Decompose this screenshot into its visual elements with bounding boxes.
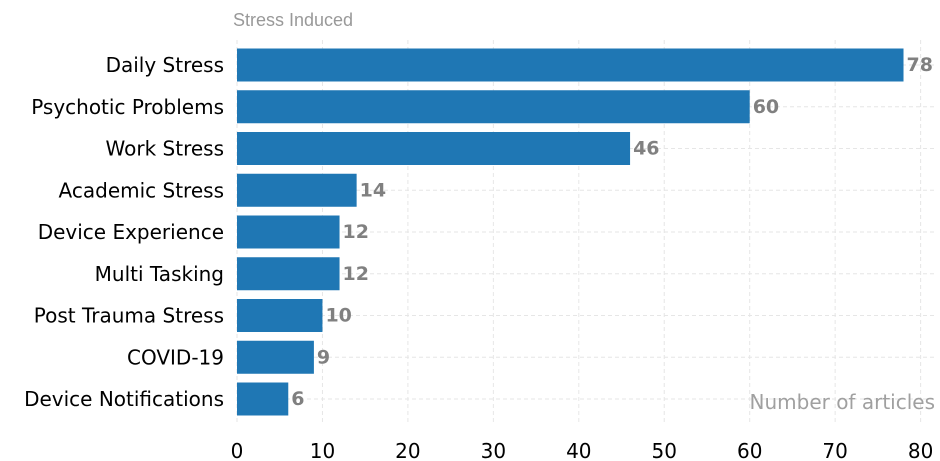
bar-3	[237, 173, 357, 207]
bar-6	[237, 299, 323, 332]
x-tick-label-10: 10	[310, 439, 335, 461]
value-label-6: 10	[325, 305, 351, 327]
x-axis-ticks: 0 10 20 30 40 50 60 70 80	[231, 439, 934, 461]
value-label-4: 12	[343, 221, 369, 243]
category-label-4: Device Experience	[38, 220, 224, 244]
x-tick-label-40: 40	[566, 439, 591, 461]
category-label-2: Work Stress	[106, 137, 224, 161]
category-label-3: Academic Stress	[59, 178, 224, 202]
bar-2	[237, 132, 631, 165]
bar-8	[237, 382, 289, 416]
value-label-2: 46	[633, 138, 659, 160]
x-tick-label-20: 20	[395, 439, 420, 461]
x-axis-label: Number of articles	[750, 390, 936, 414]
x-tick-label-80: 80	[908, 439, 933, 461]
x-tick-label-0: 0	[231, 439, 244, 461]
x-tick-label-70: 70	[822, 439, 847, 461]
value-label-7: 9	[317, 346, 330, 368]
bars	[237, 48, 904, 416]
bar-1	[237, 90, 750, 124]
category-label-6: Post Trauma Stress	[34, 304, 224, 328]
value-label-1: 60	[753, 96, 779, 118]
bar-5	[237, 257, 340, 291]
value-labels: 78 60 46 14 12 12 10 96	[291, 54, 933, 410]
value-label-5: 12	[343, 263, 369, 285]
bar-7	[237, 340, 314, 374]
category-label-8: Device Notifications	[24, 387, 224, 411]
bar-0	[237, 48, 904, 82]
x-tick-label-30: 30	[481, 439, 506, 461]
category-label-5: Multi Tasking	[95, 262, 224, 286]
category-label-1: Psychotic Problems	[31, 95, 224, 119]
category-labels: Daily Stress Psychotic Problems Work Stres…	[24, 53, 224, 411]
category-label-7: COVID-19	[127, 345, 224, 369]
category-label-0: Daily Stress	[106, 53, 224, 77]
value-label-3: 14	[360, 179, 386, 201]
value-label-8: 6	[291, 388, 304, 410]
value-label-0: 78	[907, 54, 933, 76]
bar-4	[237, 215, 340, 249]
x-tick-label-50: 50	[652, 439, 677, 461]
chart-title: Stress Induced	[233, 10, 353, 30]
x-tick-label-60: 60	[737, 439, 762, 461]
